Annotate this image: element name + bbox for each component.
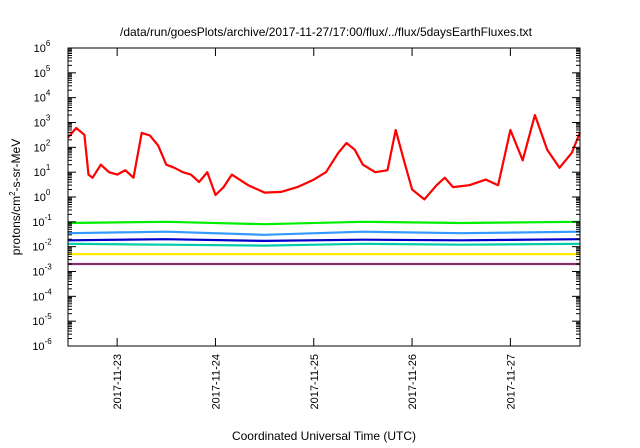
y-axis: 10-6 10-5 10-4 10-3 10-2 10-1 100 101 102 103 104 1… (32, 39, 580, 353)
series-line-1 (67, 113, 582, 201)
y-tick-label: 105 (34, 64, 51, 80)
y-tick-label: 10-2 (32, 238, 52, 254)
x-tick-label: 2017-11-24 (210, 354, 222, 409)
series-line-4 (67, 242, 581, 247)
x-tick-label: 2017-11-23 (112, 354, 124, 409)
x-tick-label: 2017-11-26 (407, 354, 419, 409)
x-tick-label: 2017-11-25 (309, 354, 321, 409)
series-line-2 (67, 220, 581, 226)
y-axis-label: protons/cm2-s-sr-MeV (8, 139, 23, 255)
y-tick-label: 10-6 (32, 337, 52, 353)
y-tick-label: 10-4 (32, 287, 52, 303)
plot-frame (67, 47, 581, 347)
y-tick-label: 104 (34, 89, 51, 105)
x-tick-label: 2017-11-27 (505, 354, 517, 409)
y-tick-label: 106 (34, 39, 51, 55)
series-line-3 (67, 230, 581, 236)
x-axis-label: Coordinated Universal Time (UTC) (232, 429, 416, 443)
chart-title: /data/run/goesPlots/archive/2017-11-27/1… (120, 25, 533, 39)
series-line-5 (67, 238, 581, 242)
y-tick-label: 103 (34, 114, 51, 130)
y-tick-label: 101 (34, 163, 51, 179)
y-tick-label: 102 (34, 138, 51, 154)
series-layer (67, 113, 582, 266)
y-tick-label: 10-3 (32, 263, 52, 279)
y-tick-label: 10-1 (32, 213, 52, 229)
x-axis: 2017-11-23 2017-11-24 2017-11-25 2017-11-26… (112, 48, 517, 409)
y-tick-label: 10-5 (32, 312, 52, 328)
y-tick-label: 100 (34, 188, 51, 204)
